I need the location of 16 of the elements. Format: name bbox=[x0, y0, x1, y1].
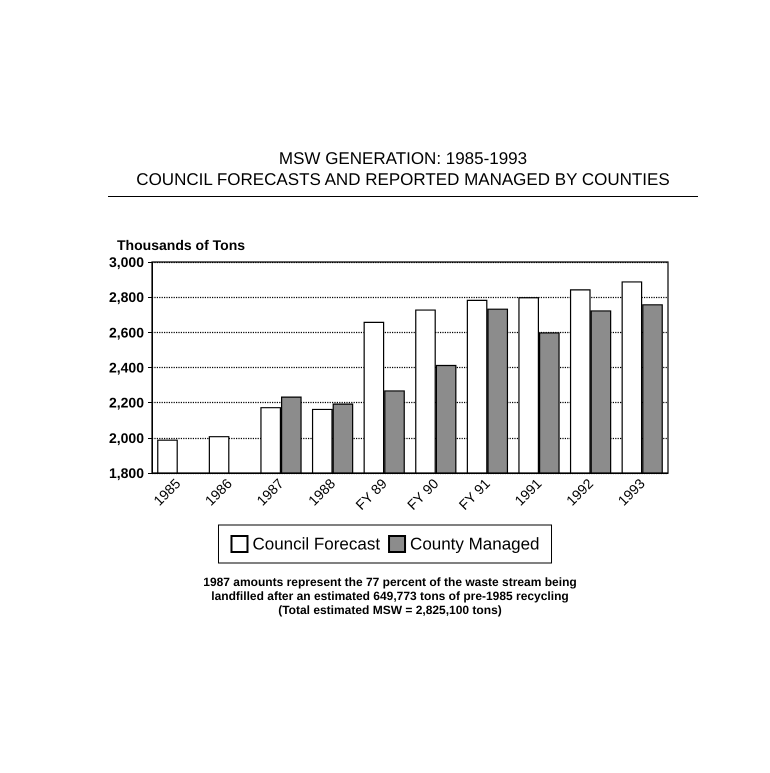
y-tick-label: 2,400 bbox=[108, 360, 144, 376]
y-tick-label: 2,000 bbox=[108, 430, 144, 446]
chart-title: MSW GENERATION: 1985-1993 bbox=[278, 148, 528, 169]
y-axis-title: Thousands of Tons bbox=[117, 237, 246, 253]
y-tick-label: 2,800 bbox=[108, 289, 144, 306]
chart-subtitle: COUNCIL FORECASTS AND REPORTED MANAGED BY COUNTIES bbox=[135, 169, 671, 190]
y-tick-label: 3,000 bbox=[108, 254, 144, 270]
x-tick-label: FY 89 bbox=[352, 475, 390, 513]
x-tick-label: FY 91 bbox=[456, 475, 494, 513]
legend-label: County Managed bbox=[410, 534, 540, 554]
legend-label: Council Forecast bbox=[252, 534, 380, 554]
text: 1987 amounts represent the 77 percent of the waste stream being landfilled after an estimated 649,773 tons of pre-1985 recycling (Total estimated MSW = 2,825,100 tons) bbox=[202, 575, 578, 617]
x-tick-label: FY 90 bbox=[404, 475, 442, 513]
y-tick-label: 1,800 bbox=[108, 465, 144, 481]
y-tick-label: 2,200 bbox=[108, 394, 144, 411]
y-tick-label: 2,600 bbox=[108, 324, 144, 340]
